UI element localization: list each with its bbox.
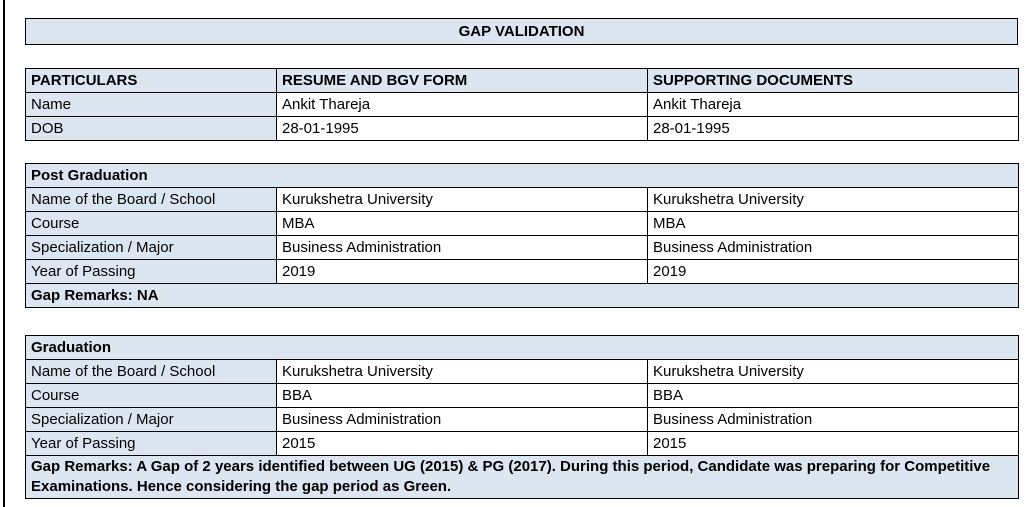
- section-title: Post Graduation: [25, 163, 1019, 188]
- supporting-value-cell: Kurukshetra University: [646, 359, 1020, 384]
- resume-value-cell: 2015: [276, 431, 648, 456]
- row-label-cell: Course: [25, 211, 277, 236]
- table-row: Year of Passing 2015 2015: [25, 431, 1020, 456]
- resume-value-cell: MBA: [276, 211, 648, 236]
- table-row: DOB 28-01-1995 28-01-1995: [25, 116, 1019, 141]
- section-title: Graduation: [24, 335, 1020, 360]
- gap-remarks-text: Gap Remarks: A Gap of 2 years identified…: [24, 455, 1020, 499]
- row-label-cell: Name: [25, 92, 277, 117]
- section-header-row: Post Graduation: [25, 163, 1019, 188]
- section-header-row: Graduation: [24, 335, 1020, 360]
- resume-value-cell: Kurukshetra University: [276, 187, 648, 212]
- table-row: Name Ankit Thareja Ankit Thareja: [25, 92, 1019, 117]
- table-row: Year of Passing 2019 2019: [25, 259, 1019, 284]
- supporting-value-cell: MBA: [647, 211, 1019, 236]
- gap-remarks-row: Gap Remarks: NA: [25, 283, 1019, 308]
- row-label-cell: Name of the Board / School: [25, 359, 277, 384]
- supporting-value-cell: Kurukshetra University: [647, 187, 1019, 212]
- row-label-cell: Course: [25, 383, 277, 408]
- table-row: Name of the Board / School Kurukshetra U…: [25, 187, 1019, 212]
- supporting-value-cell: 2019: [647, 259, 1019, 284]
- supporting-value-cell: 2015: [646, 431, 1020, 456]
- resume-value-cell: BBA: [276, 383, 648, 408]
- supporting-value-cell: Business Administration: [647, 235, 1019, 260]
- table-row: Specialization / Major Business Administ…: [25, 235, 1019, 260]
- resume-value-cell: 2019: [276, 259, 648, 284]
- resume-value-cell: Kurukshetra University: [276, 359, 648, 384]
- personal-details-table: PARTICULARS RESUME AND BGV FORM SUPPORTI…: [25, 68, 1019, 141]
- row-label-cell: Year of Passing: [25, 259, 277, 284]
- row-label-cell: Specialization / Major: [25, 407, 277, 432]
- supporting-value-cell: BBA: [646, 383, 1020, 408]
- resume-value-cell: Ankit Thareja: [276, 92, 648, 117]
- header-cell-particulars: PARTICULARS: [25, 68, 277, 93]
- page-title: GAP VALIDATION: [458, 23, 585, 40]
- post-graduation-table: Post Graduation Name of the Board / Scho…: [25, 163, 1019, 308]
- resume-value-cell: Business Administration: [276, 235, 648, 260]
- supporting-value-cell: Business Administration: [646, 407, 1020, 432]
- table-row: Course MBA MBA: [25, 211, 1019, 236]
- row-label-cell: DOB: [25, 116, 277, 141]
- table-header-row: PARTICULARS RESUME AND BGV FORM SUPPORTI…: [25, 68, 1019, 93]
- resume-value-cell: 28-01-1995: [276, 116, 648, 141]
- gap-remarks-text: Gap Remarks: NA: [25, 283, 1019, 308]
- row-label-cell: Specialization / Major: [25, 235, 277, 260]
- table-row: Name of the Board / School Kurukshetra U…: [25, 359, 1020, 384]
- document-title-bar: GAP VALIDATION: [25, 18, 1018, 45]
- gap-remarks-row: Gap Remarks: A Gap of 2 years identified…: [24, 455, 1020, 499]
- table-row: Course BBA BBA: [25, 383, 1020, 408]
- row-label-cell: Year of Passing: [25, 431, 277, 456]
- table-row: Specialization / Major Business Administ…: [25, 407, 1020, 432]
- row-label-cell: Name of the Board / School: [25, 187, 277, 212]
- header-cell-resume: RESUME AND BGV FORM: [276, 68, 648, 93]
- supporting-value-cell: Ankit Thareja: [647, 92, 1019, 117]
- graduation-table: Graduation Name of the Board / School Ku…: [24, 335, 1020, 499]
- supporting-value-cell: 28-01-1995: [647, 116, 1019, 141]
- page-left-border: [3, 0, 5, 507]
- header-cell-supporting: SUPPORTING DOCUMENTS: [647, 68, 1019, 93]
- resume-value-cell: Business Administration: [276, 407, 648, 432]
